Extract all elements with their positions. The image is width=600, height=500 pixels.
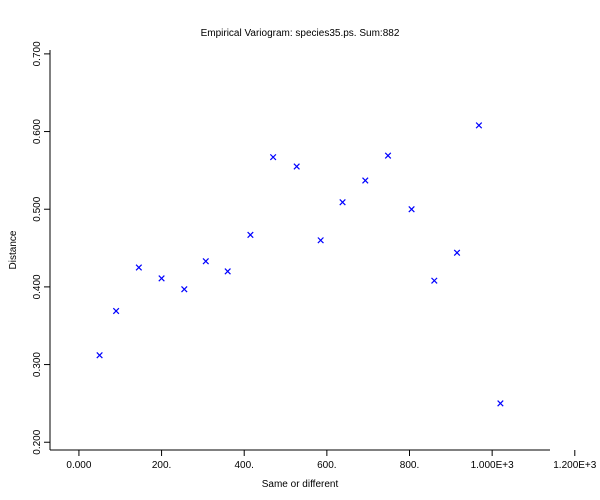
y-axis-ticks: 0.200 0.300 0.400 0.500 0.600 0.700 bbox=[32, 41, 50, 455]
data-point bbox=[202, 258, 210, 265]
x-tick-label: 200. bbox=[152, 460, 171, 471]
data-point bbox=[181, 285, 188, 293]
y-tick-label: 0.700 bbox=[32, 41, 43, 66]
y-tick-label: 0.400 bbox=[32, 274, 43, 299]
y-tick-label: 0.200 bbox=[32, 429, 43, 454]
y-tick-label: 0.500 bbox=[32, 196, 43, 221]
data-point bbox=[339, 199, 346, 206]
data-point bbox=[224, 268, 231, 275]
data-point bbox=[408, 205, 415, 213]
data-point bbox=[112, 307, 120, 315]
data-point bbox=[96, 352, 103, 359]
data-point bbox=[317, 237, 324, 244]
data-point bbox=[384, 152, 392, 159]
data-point bbox=[475, 122, 483, 129]
data-point bbox=[269, 153, 277, 161]
data-point bbox=[247, 231, 254, 239]
chart-title: Empirical Variogram: species35.ps. Sum:8… bbox=[201, 28, 400, 39]
y-tick-label: 0.600 bbox=[32, 119, 43, 144]
x-tick-label: 400. bbox=[234, 460, 253, 471]
x-tick-label: 600. bbox=[317, 460, 336, 471]
x-tick-label: 800. bbox=[400, 460, 419, 471]
x-tick-label: 0.000 bbox=[66, 460, 91, 471]
x-axis-ticks: 0.000 200. 400. 600. 800. 1.000E+3 1.200E+3 bbox=[66, 450, 597, 471]
data-point bbox=[135, 264, 143, 271]
data-point bbox=[293, 163, 300, 170]
data-point bbox=[431, 277, 438, 284]
data-point bbox=[362, 177, 369, 184]
y-tick-label: 0.300 bbox=[32, 352, 43, 377]
scatter-points bbox=[96, 122, 504, 407]
data-point bbox=[158, 275, 165, 282]
x-tick-label: 1.200E+3 bbox=[553, 460, 597, 471]
data-point bbox=[497, 400, 504, 407]
x-tick-label: 1.000E+3 bbox=[471, 460, 515, 471]
data-point bbox=[453, 249, 461, 256]
y-axis-label: Distance bbox=[8, 230, 19, 269]
x-axis-label: Same or different bbox=[262, 479, 339, 490]
